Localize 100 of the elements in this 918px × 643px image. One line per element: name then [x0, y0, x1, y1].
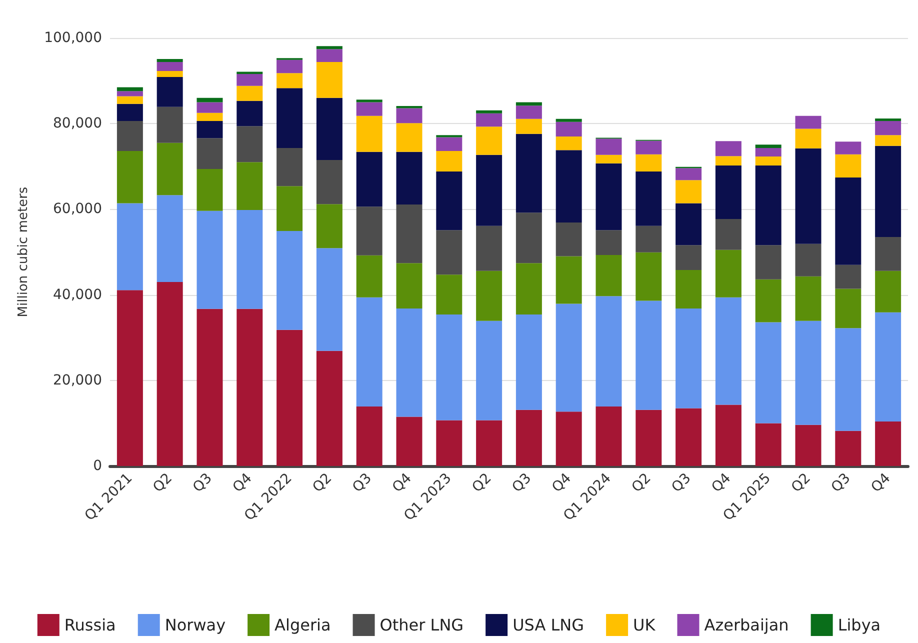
- bar: [636, 172, 662, 226]
- bar: [356, 152, 382, 207]
- y-tick-label: 40,000: [53, 286, 102, 303]
- bar: [236, 126, 263, 162]
- x-tick-label: Q3: [350, 470, 376, 496]
- bar: [276, 330, 303, 466]
- bar: [196, 121, 223, 138]
- bar: [875, 312, 902, 422]
- bar: [236, 74, 263, 86]
- bar: [436, 230, 462, 275]
- bar: [316, 248, 342, 351]
- y-tick-label: 100,000: [44, 30, 102, 46]
- bar: [156, 142, 183, 196]
- bar: [276, 88, 303, 148]
- bar: [875, 118, 902, 122]
- legend-label: USA LNG: [512, 616, 584, 634]
- bar: [116, 87, 143, 92]
- bar: [596, 296, 622, 407]
- bar: [795, 148, 822, 244]
- bar: [436, 314, 462, 420]
- legend-label: Algeria: [274, 616, 331, 634]
- bar: [196, 210, 223, 309]
- bar: [715, 141, 742, 156]
- bar: [476, 110, 502, 114]
- bar: [875, 421, 902, 466]
- bar: [236, 86, 263, 101]
- bar: [516, 134, 542, 213]
- bar: [236, 210, 263, 309]
- bar: [755, 144, 782, 148]
- bar: [715, 219, 742, 250]
- bar: [835, 178, 862, 265]
- bar: [476, 226, 502, 271]
- bar: [875, 135, 902, 146]
- bar: [236, 308, 263, 466]
- x-tick-label: Q4: [708, 470, 734, 496]
- bar: [316, 46, 342, 50]
- bar: [396, 152, 422, 204]
- bar: [276, 186, 303, 232]
- bar: [755, 322, 782, 424]
- bar: [396, 416, 422, 466]
- legend-label: Norway: [164, 616, 226, 634]
- bar: [356, 116, 382, 152]
- bar: [596, 163, 622, 230]
- bar: [316, 350, 342, 466]
- y-axis-title: Million cubic meters: [16, 186, 31, 318]
- bar: [116, 91, 143, 96]
- bar: [196, 98, 223, 102]
- bar: [276, 231, 303, 330]
- x-tick-label: Q2: [788, 470, 814, 496]
- x-tick-label: Q3: [828, 470, 854, 496]
- bar: [196, 102, 223, 113]
- x-tick-label: Q2: [469, 470, 495, 496]
- bar: [196, 308, 223, 466]
- bar: [316, 160, 342, 204]
- bar: [636, 140, 662, 154]
- bar: [596, 406, 622, 466]
- y-tick-label: 0: [93, 458, 102, 474]
- y-tick-label: 20,000: [53, 372, 102, 388]
- bar: [156, 282, 183, 466]
- bar: [755, 156, 782, 166]
- legend-label: Libya: [838, 616, 881, 634]
- bar: [556, 136, 582, 150]
- bar: [835, 142, 862, 154]
- bar: [396, 123, 422, 152]
- bar: [516, 263, 542, 314]
- x-tick-label: Q3: [668, 470, 694, 496]
- bar: [396, 204, 422, 264]
- bar: [556, 222, 582, 256]
- bar: [476, 113, 502, 127]
- bar: [156, 70, 183, 77]
- bar: [835, 430, 862, 466]
- bar: [636, 300, 662, 410]
- bar: [875, 270, 902, 312]
- bar: [715, 166, 742, 220]
- bar: [156, 76, 183, 107]
- bar: [356, 297, 382, 407]
- bar: [795, 244, 822, 276]
- bar: [116, 104, 143, 122]
- x-tick-label: Q2: [150, 470, 176, 496]
- bar: [516, 314, 542, 410]
- x-tick-label: Q3: [509, 470, 535, 496]
- bar: [396, 308, 422, 417]
- bar: [476, 154, 502, 226]
- bar: [316, 204, 342, 248]
- bar: [596, 154, 622, 164]
- bar: [476, 320, 502, 420]
- bar: [156, 106, 183, 143]
- bar: [676, 245, 702, 270]
- bar: [236, 162, 263, 210]
- bar: [795, 276, 822, 321]
- bar: [755, 245, 782, 280]
- x-tick-label: Q2: [628, 470, 654, 496]
- bar: [156, 58, 183, 62]
- bar: [715, 250, 742, 298]
- bar: [835, 328, 862, 431]
- bar: [316, 62, 342, 98]
- bar: [676, 408, 702, 466]
- bar: [516, 106, 542, 119]
- bar: [356, 102, 382, 116]
- bar: [596, 230, 622, 255]
